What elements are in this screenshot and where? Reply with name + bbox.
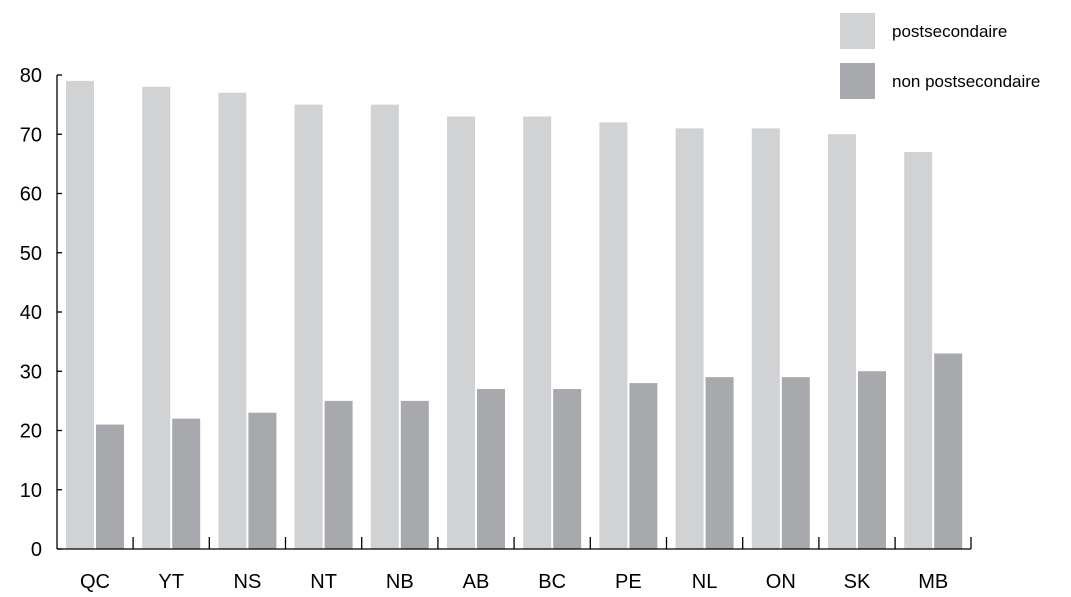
y-tick-label: 0 — [31, 539, 42, 561]
x-tick-label: NT — [310, 571, 337, 592]
bar-postsecondaire-pe — [599, 122, 628, 550]
x-tick-label: QC — [80, 571, 110, 592]
x-tick-label: YT — [158, 571, 184, 592]
x-tick-label: MB — [918, 571, 948, 592]
axes — [56, 75, 972, 550]
y-tick-label: 30 — [20, 361, 42, 383]
bar-non-postsecondaire-nt — [324, 400, 353, 549]
x-tick-label: NB — [386, 571, 414, 592]
bar-postsecondaire-nt — [294, 104, 323, 549]
y-tick-label: 50 — [20, 243, 42, 265]
y-tick-label: 80 — [20, 65, 42, 87]
bar-non-postsecondaire-sk — [858, 371, 886, 549]
y-tick-label: 40 — [20, 302, 42, 324]
y-tick-label: 10 — [20, 480, 42, 502]
legend-label-postsecondaire: postsecondaire — [892, 22, 1007, 41]
bar-postsecondaire-ns — [218, 92, 247, 550]
bar-postsecondaire-sk — [828, 134, 856, 549]
x-tick-label: NL — [692, 571, 718, 592]
bar-non-postsecondaire-nl — [705, 377, 734, 549]
bar-postsecondaire-on — [751, 128, 780, 549]
x-tick-label: BC — [538, 571, 566, 592]
legend-swatch-postsecondaire — [840, 13, 875, 49]
y-tick-label: 70 — [20, 124, 42, 146]
bars — [66, 80, 963, 550]
legend: postsecondaire non postsecondaire — [840, 13, 1040, 99]
y-axis-ticks: 0 10 20 30 40 50 60 70 80 — [20, 65, 62, 561]
legend-swatch-non-postsecondaire — [840, 63, 875, 99]
x-axis-labels: QC YT NS NT NB AB BC PE NL ON SK MB — [80, 571, 948, 593]
bar-non-postsecondaire-pe — [629, 383, 658, 549]
bar-postsecondaire-yt — [142, 86, 171, 549]
y-tick-label: 20 — [20, 421, 42, 443]
x-tick-label: PE — [615, 571, 642, 592]
bar-non-postsecondaire-yt — [172, 418, 201, 549]
x-tick-label: AB — [463, 571, 490, 592]
bar-postsecondaire-nb — [370, 104, 399, 549]
x-tick-label: SK — [844, 571, 871, 592]
bar-postsecondaire-mb — [904, 152, 933, 549]
bar-non-postsecondaire-nb — [400, 400, 429, 549]
bar-postsecondaire-nl — [675, 128, 704, 549]
bar-postsecondaire-qc — [66, 80, 94, 550]
bar-non-postsecondaire-ab — [477, 389, 505, 549]
bar-non-postsecondaire-bc — [553, 389, 582, 549]
bar-postsecondaire-ab — [447, 116, 475, 549]
y-tick-label: 60 — [20, 184, 42, 206]
bar-postsecondaire-bc — [523, 116, 552, 549]
bar-non-postsecondaire-qc — [96, 424, 124, 549]
legend-label-non-postsecondaire: non postsecondaire — [892, 72, 1040, 91]
bar-non-postsecondaire-on — [781, 377, 810, 549]
bar-non-postsecondaire-mb — [934, 353, 963, 549]
bar-non-postsecondaire-ns — [248, 412, 277, 549]
x-tick-label: ON — [766, 571, 796, 592]
x-tick-label: NS — [234, 571, 262, 592]
